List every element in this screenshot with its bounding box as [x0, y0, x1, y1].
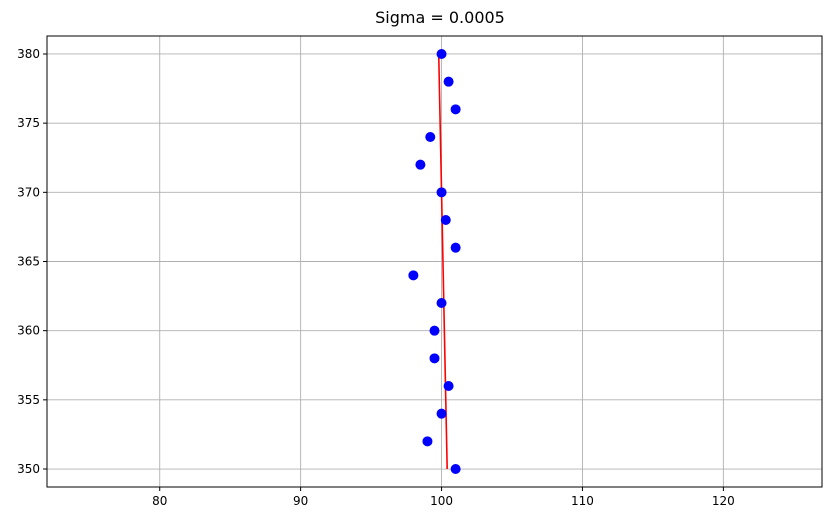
x-tick-label: 110	[571, 494, 594, 508]
chart-title: Sigma = 0.0005	[375, 8, 505, 27]
axes	[43, 35, 823, 491]
grid-lines	[47, 36, 822, 487]
x-tick-label: 80	[152, 494, 167, 508]
data-point	[429, 325, 440, 336]
data-point	[436, 187, 447, 198]
y-tick-label: 360	[17, 324, 40, 338]
data-point	[450, 464, 461, 475]
data-point	[450, 242, 461, 253]
tick-labels: 80 90 100 110 120 350 355 360 365 370 375 380	[17, 47, 735, 508]
data-point	[440, 214, 451, 225]
data-point	[429, 353, 440, 364]
data-point	[408, 270, 419, 281]
y-tick-label: 350	[17, 462, 40, 476]
y-tick-label: 365	[17, 255, 40, 269]
y-tick-label: 380	[17, 47, 40, 61]
data-point	[436, 408, 447, 419]
x-tick-label: 90	[293, 494, 308, 508]
data-point	[436, 298, 447, 309]
data-point	[422, 436, 433, 447]
data-point	[450, 104, 461, 115]
scatter-points	[408, 48, 461, 475]
data-point	[415, 159, 426, 170]
data-point	[425, 131, 436, 142]
x-tick-label: 120	[712, 494, 735, 508]
fit-line-layer	[437, 53, 448, 470]
data-point	[443, 381, 454, 392]
data-point	[443, 76, 454, 87]
x-tick-label: 100	[430, 494, 453, 508]
y-tick-label: 370	[17, 185, 40, 199]
y-tick-label: 355	[17, 393, 40, 407]
data-point	[436, 48, 447, 59]
fit-line	[437, 53, 448, 470]
y-tick-label: 375	[17, 116, 40, 130]
